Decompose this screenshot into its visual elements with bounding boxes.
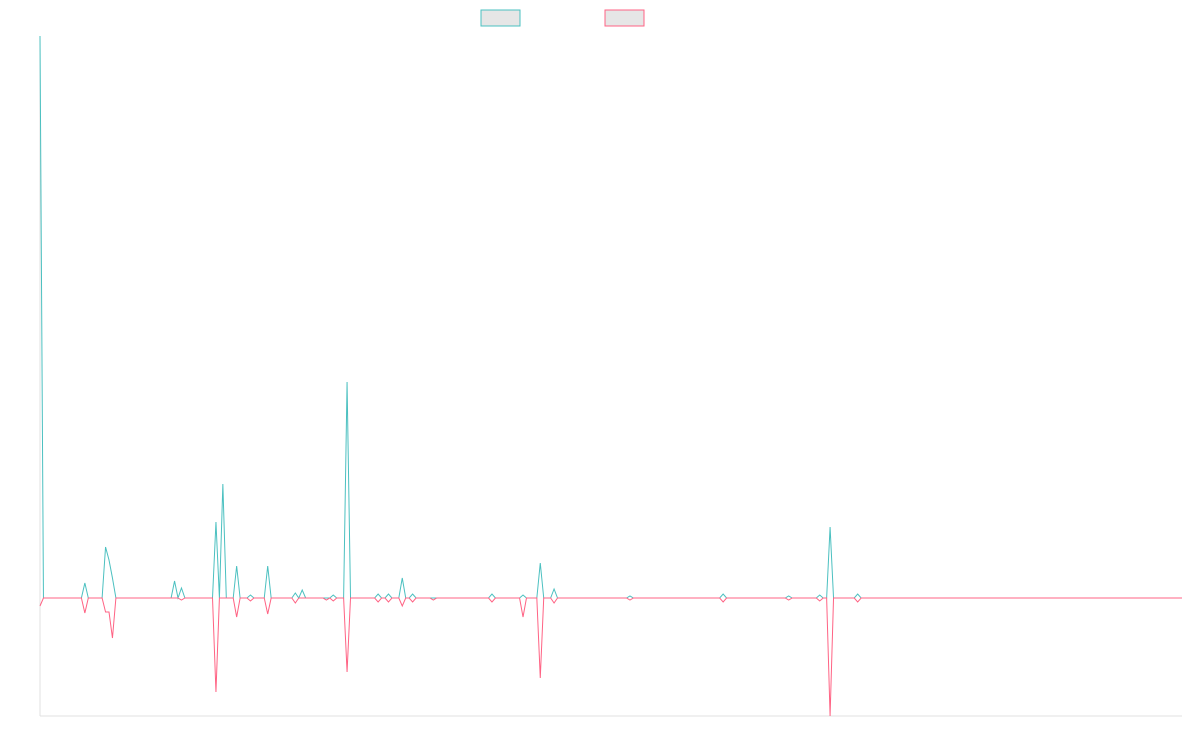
data-line — [39, 35, 1182, 600]
legend-swatch — [480, 9, 521, 27]
data-line — [39, 597, 1182, 717]
legend-swatch — [604, 9, 645, 27]
